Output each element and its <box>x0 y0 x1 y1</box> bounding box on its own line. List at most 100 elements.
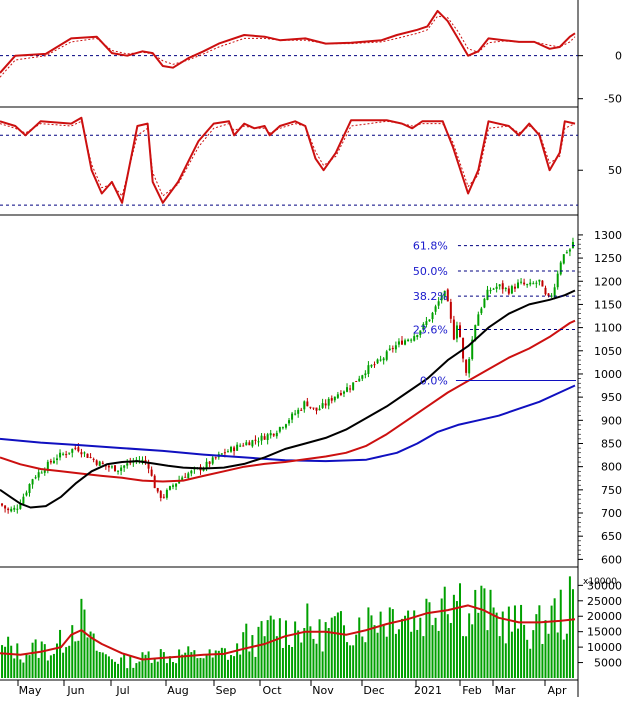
candle-body <box>538 279 541 282</box>
candle-body <box>86 453 89 458</box>
y-tick-label: 50 <box>608 164 622 177</box>
candle-body <box>400 340 403 345</box>
volume-bar <box>22 662 25 678</box>
x-tick-label: Aug <box>167 684 188 697</box>
candle-body <box>550 295 553 297</box>
volume-bar <box>336 612 339 678</box>
candle-body <box>321 403 324 408</box>
candle-body <box>251 440 254 447</box>
volume-bar <box>260 621 263 678</box>
volume-bar <box>165 663 168 678</box>
candle-body <box>34 477 37 479</box>
volume-bar <box>65 647 68 678</box>
candle-body <box>327 398 330 406</box>
volume-bar <box>428 602 431 678</box>
volume-bar <box>550 605 553 678</box>
candle-body <box>77 447 80 452</box>
volume-bar <box>571 589 574 678</box>
candle-body <box>388 348 391 350</box>
candle-body <box>468 359 471 374</box>
volume-bar <box>199 657 202 678</box>
candle-body <box>391 348 394 350</box>
candle-body <box>284 424 287 428</box>
candle-body <box>172 485 175 487</box>
candle-body <box>49 460 52 463</box>
volume-bar <box>40 641 43 678</box>
candle-body <box>544 287 547 295</box>
volume-bar <box>327 628 330 678</box>
volume-bar <box>294 621 297 678</box>
volume-bar <box>529 648 532 678</box>
candle-body <box>507 288 510 294</box>
volume-bar <box>462 636 465 678</box>
volume-bar <box>266 620 269 678</box>
candle-body <box>376 359 379 364</box>
candle-body <box>68 452 71 454</box>
volume-bar <box>416 629 419 678</box>
volume-bar <box>193 650 196 678</box>
x-tick-label: Jul <box>115 684 129 697</box>
candle-body <box>40 472 43 474</box>
candle-body <box>532 283 535 285</box>
ma-red-line <box>0 319 576 483</box>
volume-bar <box>385 636 388 678</box>
candle-body <box>568 249 571 252</box>
candle-body <box>309 406 312 408</box>
volume-bar <box>565 633 568 678</box>
volume-bar <box>34 639 37 678</box>
candle-body <box>22 496 25 504</box>
volume-bar <box>477 612 480 678</box>
volume-bar <box>156 661 159 678</box>
candle-body <box>471 339 474 360</box>
osc-mid-signal-line <box>0 120 576 197</box>
volume-bar <box>535 614 538 678</box>
candle-body <box>236 444 239 451</box>
candle-body <box>187 473 190 479</box>
y-tick-label: 30000 <box>587 579 622 592</box>
y-tick-label: 850 <box>601 437 622 450</box>
candle-body <box>245 442 248 446</box>
volume-bar <box>483 588 486 678</box>
fibonacci-levels: 61.8% 50.0% 38.2% 23.6% 0.0% <box>413 240 576 387</box>
volume-bar <box>92 633 95 678</box>
candle-body <box>16 508 19 510</box>
candle-body <box>517 282 520 289</box>
candle-body <box>89 456 92 458</box>
volume-bar <box>526 639 529 678</box>
volume-bar <box>303 628 306 678</box>
y-tick-label: 5000 <box>594 657 622 670</box>
candle-body <box>434 306 437 312</box>
candle-body <box>110 466 113 468</box>
candle-body <box>7 508 10 511</box>
candle-body <box>55 458 58 461</box>
volume-bar <box>190 652 193 678</box>
candle-body <box>220 453 223 455</box>
candle-body <box>80 452 83 455</box>
volume-bar <box>452 594 455 678</box>
candle-body <box>126 463 129 466</box>
volume-bar <box>172 662 175 678</box>
candle-body <box>330 398 333 401</box>
volume-bar <box>471 624 474 678</box>
candle-body <box>211 457 214 464</box>
candle-body <box>492 288 495 290</box>
volume-bar <box>510 631 513 678</box>
candle-body <box>446 289 449 302</box>
candle-body <box>541 280 544 287</box>
candle-body <box>1 503 4 506</box>
candle-body <box>547 293 550 296</box>
volume-bar <box>321 651 324 678</box>
candle-body <box>120 467 123 471</box>
candle-body <box>239 445 242 447</box>
volume-bar <box>413 610 416 678</box>
volume-bar <box>394 633 397 678</box>
volume-bar <box>7 636 10 678</box>
volume-bar <box>117 663 120 678</box>
candle-body <box>455 325 458 339</box>
candle-body <box>425 321 428 325</box>
volume-bar <box>19 659 22 678</box>
volume-bar <box>342 625 345 678</box>
candle-body <box>397 341 400 345</box>
